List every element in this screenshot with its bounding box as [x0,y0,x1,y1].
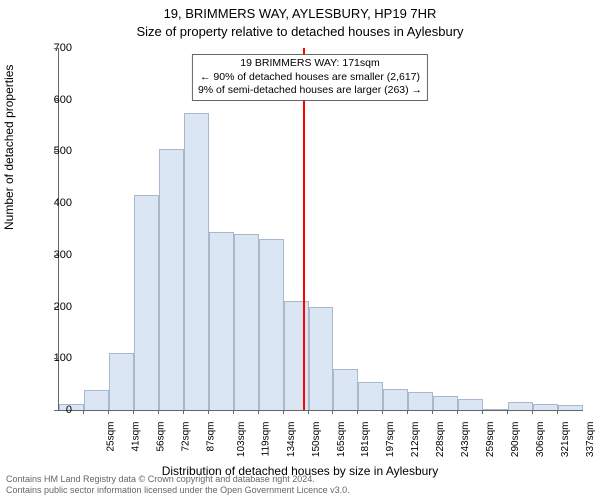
y-tick-mark [54,100,58,101]
x-tick-mark [557,410,558,414]
x-tick-mark [407,410,408,414]
x-tick-mark [258,410,259,414]
y-tick-mark [54,307,58,308]
x-tick-label: 290sqm [510,422,521,458]
histogram-bar [558,405,583,410]
x-tick-mark [183,410,184,414]
x-tick-mark [482,410,483,414]
histogram-plot [58,48,583,411]
x-tick-mark [108,410,109,414]
y-tick-label: 400 [32,197,72,209]
x-tick-label: 150sqm [311,422,322,458]
x-tick-label: 181sqm [361,422,372,458]
x-tick-label: 72sqm [180,422,191,452]
y-tick-label: 700 [32,42,72,54]
annotation-line-3: 9% of semi-detached houses are larger (2… [198,84,422,98]
histogram-bar [383,389,408,410]
x-tick-label: 41sqm [130,422,141,452]
annotation-line-2: ← 90% of detached houses are smaller (2,… [198,71,422,85]
x-tick-label: 228sqm [435,422,446,458]
x-tick-label: 119sqm [260,422,271,457]
annotation-line-1: 19 BRIMMERS WAY: 171sqm [198,57,422,71]
y-axis-label: Number of detached properties [2,65,16,230]
histogram-bar [209,232,234,410]
x-tick-label: 243sqm [460,422,471,458]
histogram-bar [508,402,533,410]
y-tick-label: 200 [32,301,72,313]
x-tick-label: 259sqm [485,422,496,458]
footer-line-1: Contains HM Land Registry data © Crown c… [6,474,594,485]
x-tick-mark [308,410,309,414]
histogram-bar [533,404,558,410]
x-tick-mark [357,410,358,414]
x-tick-label: 103sqm [236,422,247,458]
histogram-bar [84,390,109,410]
y-tick-mark [54,203,58,204]
x-tick-label: 306sqm [535,422,546,458]
histogram-bar [408,392,433,410]
x-tick-mark [208,410,209,414]
y-tick-label: 0 [32,404,72,416]
callout-annotation: 19 BRIMMERS WAY: 171sqm ← 90% of detache… [192,54,428,101]
reference-line [303,48,305,410]
histogram-bar [433,396,458,410]
x-tick-label: 337sqm [585,422,596,458]
x-tick-mark [158,410,159,414]
histogram-bar [333,369,358,410]
footer-line-2: Contains public sector information licen… [6,485,594,496]
y-tick-mark [54,255,58,256]
y-tick-mark [54,410,58,411]
histogram-bar [109,353,134,410]
histogram-bar [309,307,334,410]
x-tick-mark [283,410,284,414]
histogram-bar [259,239,284,410]
x-tick-mark [532,410,533,414]
x-tick-label: 165sqm [336,422,347,458]
header-subtitle: Size of property relative to detached ho… [0,24,600,39]
histogram-bar [358,382,383,410]
x-tick-mark [457,410,458,414]
histogram-bar [234,234,259,410]
x-tick-label: 56sqm [155,422,166,452]
x-tick-mark [332,410,333,414]
x-tick-label: 212sqm [410,422,421,458]
y-tick-label: 300 [32,249,72,261]
y-tick-label: 100 [32,352,72,364]
x-tick-mark [133,410,134,414]
x-tick-mark [507,410,508,414]
footer-attribution: Contains HM Land Registry data © Crown c… [0,472,600,500]
y-tick-mark [54,358,58,359]
x-tick-label: 87sqm [205,422,216,452]
x-tick-label: 25sqm [105,422,116,452]
x-tick-label: 134sqm [286,422,297,458]
histogram-bar [284,301,309,410]
x-tick-mark [83,410,84,414]
x-tick-mark [432,410,433,414]
x-tick-mark [233,410,234,414]
histogram-bar [184,113,209,410]
y-tick-label: 500 [32,145,72,157]
histogram-bar [159,149,184,410]
x-tick-label: 197sqm [386,422,397,458]
header-address: 19, BRIMMERS WAY, AYLESBURY, HP19 7HR [0,6,600,21]
histogram-bar [134,195,159,410]
x-tick-label: 321sqm [560,422,571,458]
y-tick-mark [54,48,58,49]
x-tick-mark [382,410,383,414]
histogram-bar [458,399,483,410]
y-tick-label: 600 [32,94,72,106]
y-tick-mark [54,151,58,152]
histogram-bar [483,409,508,410]
